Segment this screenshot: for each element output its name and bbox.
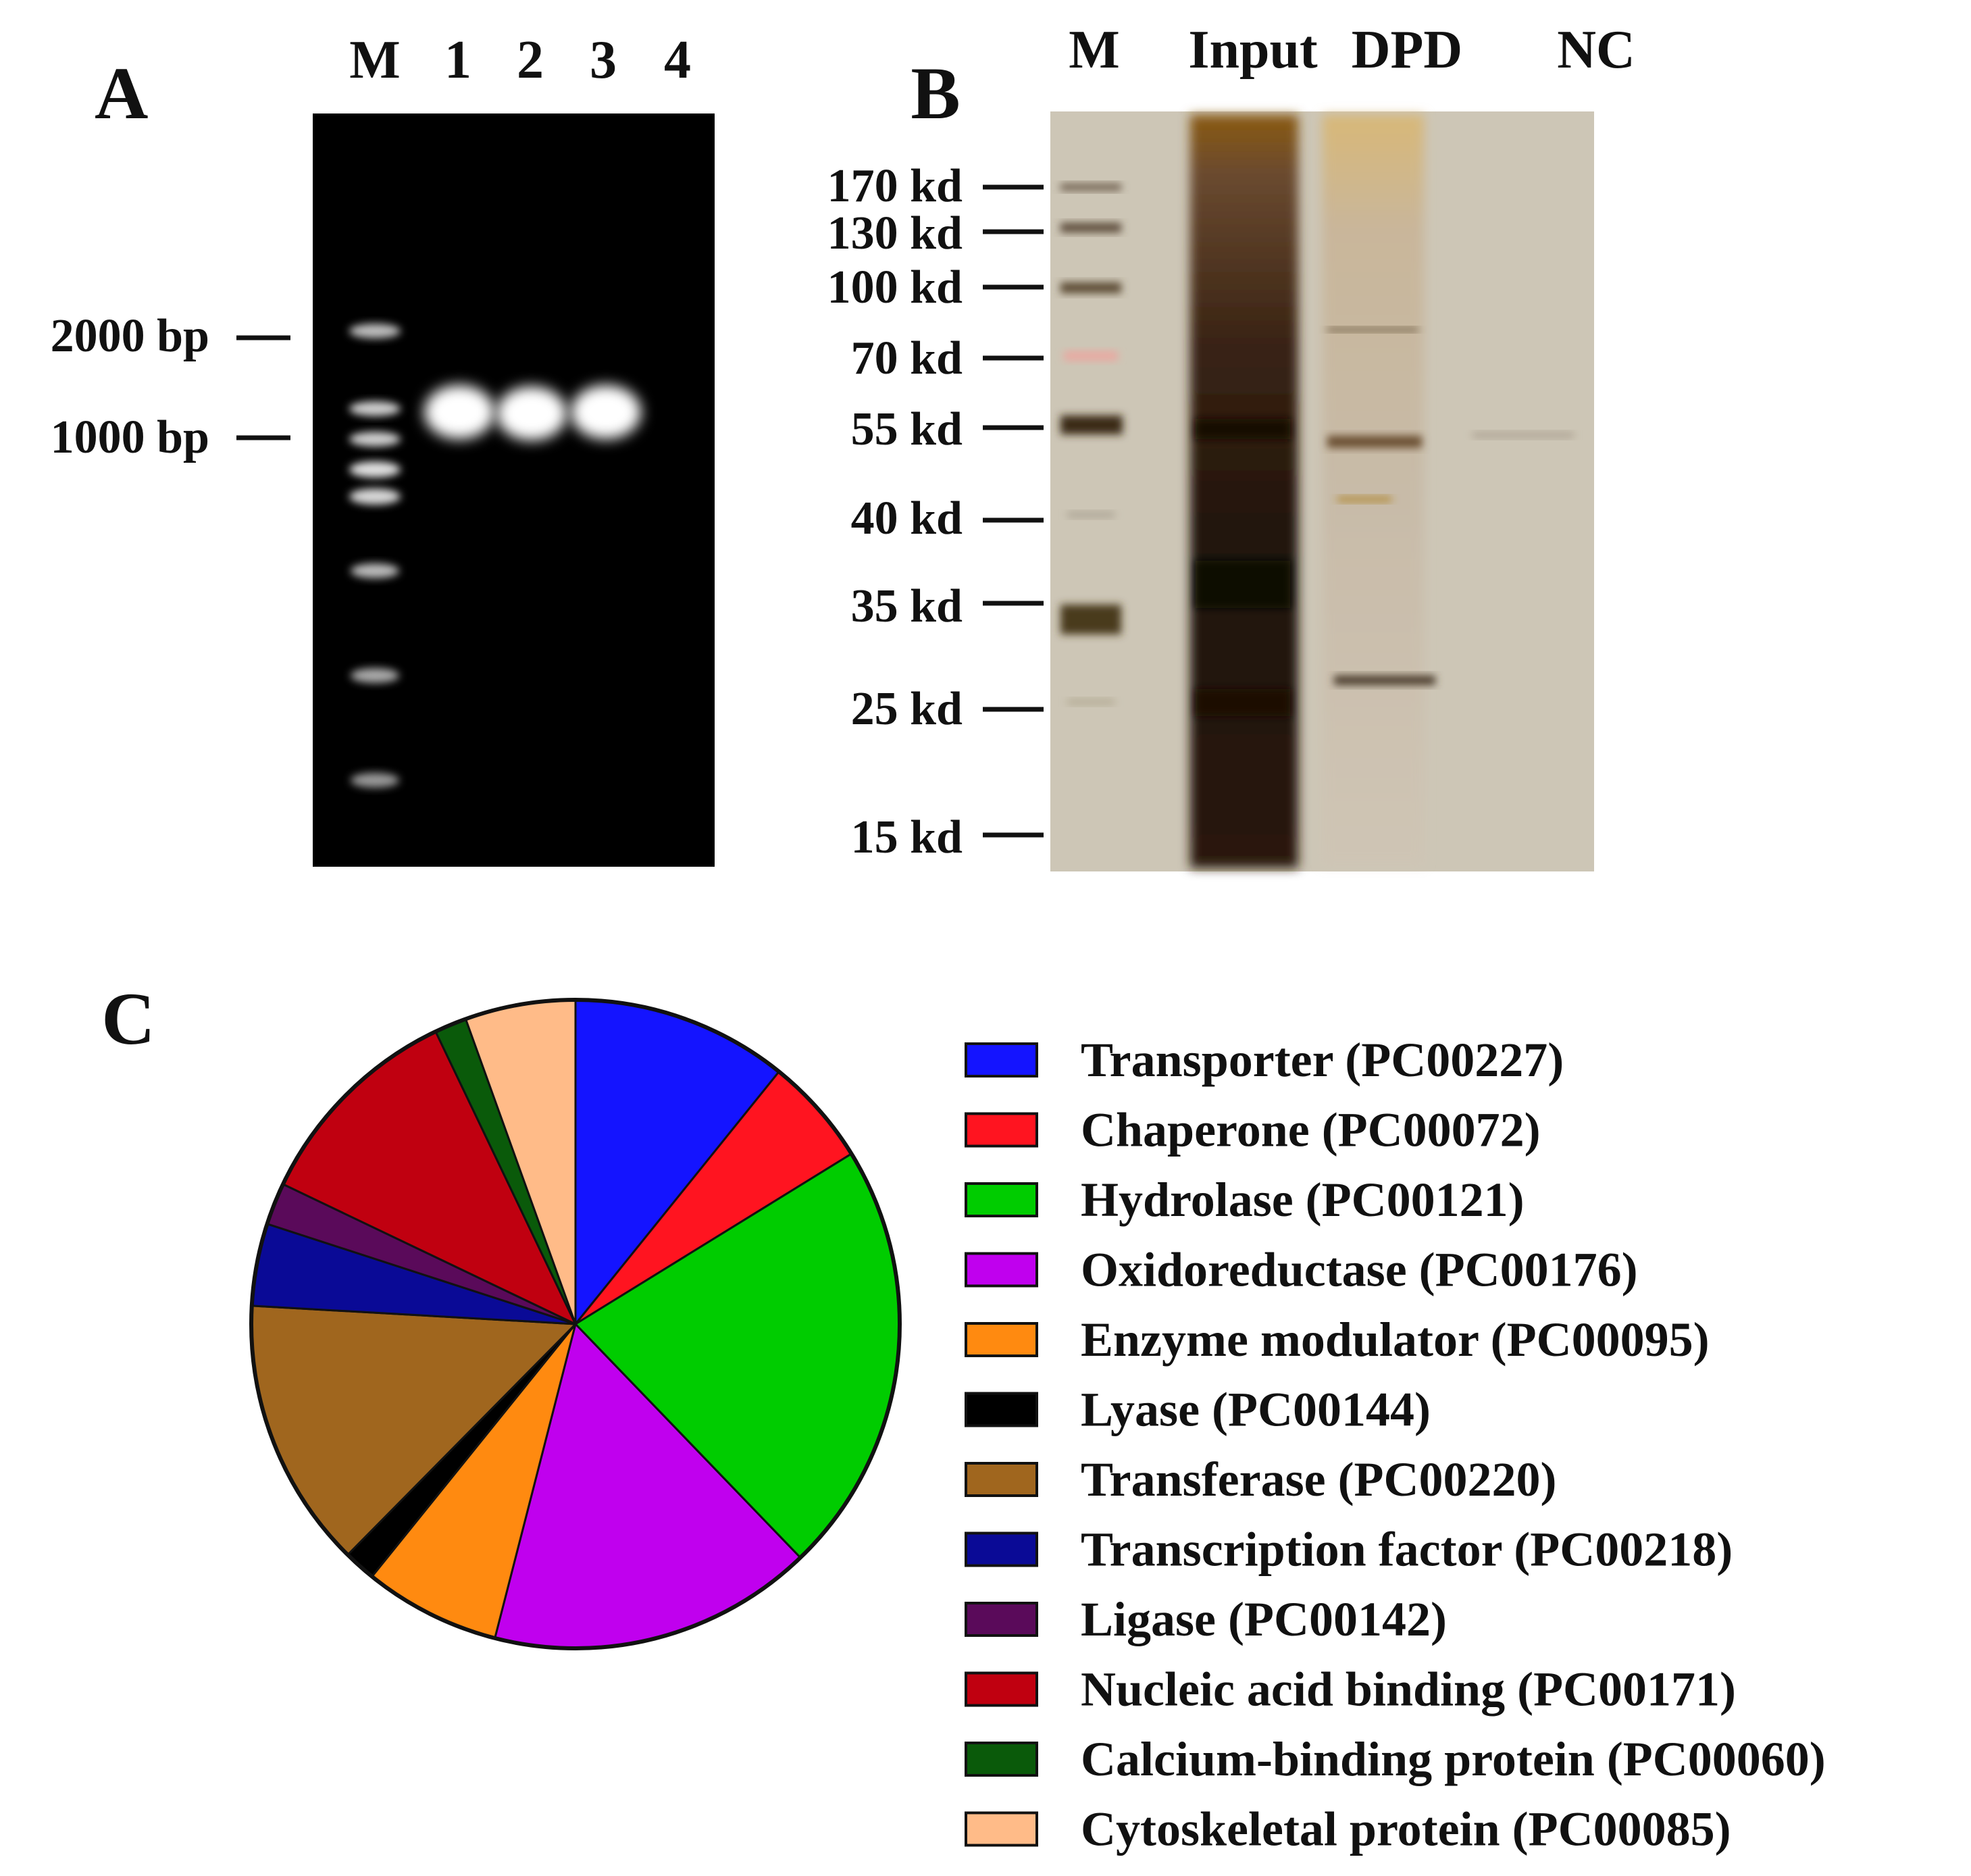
pcr-bands — [424, 385, 641, 440]
size-marker-2000: 2000 bp — [51, 310, 209, 362]
dpd-lane — [1323, 115, 1435, 865]
lane-label-4: 4 — [664, 30, 691, 90]
ladder-band — [349, 401, 401, 416]
panel-b-letter: B — [911, 52, 960, 134]
legend-entry: Hydrolase (PC00121) — [965, 1173, 1525, 1227]
legend-label: Calcium-binding protein (PC00060) — [1081, 1732, 1826, 1786]
ladder-band — [351, 773, 399, 788]
nc-lane — [1473, 432, 1574, 438]
legend-swatch — [965, 1182, 1038, 1217]
panel-c: C Transporter (PC00227) Chaperone (PC0007… — [101, 978, 1825, 1856]
legend-swatch — [965, 1531, 1038, 1567]
ladder-band — [351, 668, 399, 683]
lane-label-1: 1 — [444, 30, 471, 90]
legend-entry: Chaperone (PC00072) — [965, 1103, 1541, 1157]
legend-label: Transporter (PC00227) — [1081, 1033, 1564, 1087]
legend-label: Transcription factor (PC00218) — [1081, 1523, 1733, 1577]
size-marker-100kd: 100 kd — [827, 261, 963, 313]
lane-label-dpd: DPD — [1352, 20, 1462, 80]
panel-a: A M 1 2 3 4 2000 bp 1000 bp — [51, 30, 715, 867]
legend-entry: Lyase (PC00144) — [965, 1383, 1431, 1437]
lane-label-nc: NC — [1557, 20, 1635, 80]
protein-ladder — [1060, 184, 1123, 705]
legend-label: Transferase (PC00220) — [1081, 1452, 1557, 1506]
ladder-band — [349, 488, 401, 505]
legend-swatch — [965, 1462, 1038, 1497]
size-marker-25kd: 25 kd — [851, 683, 963, 735]
legend-label: Lyase (PC00144) — [1081, 1383, 1431, 1437]
legend-label: Oxidoreductase (PC00176) — [1081, 1243, 1638, 1297]
dna-ladder — [349, 324, 401, 788]
panel-c-letter: C — [101, 978, 155, 1060]
legend-entry: Transcription factor (PC00218) — [965, 1523, 1733, 1577]
legend-label: Cytoskeletal protein (PC00085) — [1081, 1802, 1731, 1856]
lane-label-2: 2 — [517, 30, 544, 90]
legend-swatch — [965, 1742, 1038, 1777]
lane-labels-a: M 1 2 3 4 — [349, 30, 691, 90]
size-marker-170kd: 170 kd — [827, 160, 963, 212]
size-marker-55kd: 55 kd — [851, 403, 963, 455]
legend-swatch — [965, 1602, 1038, 1637]
legend-entry: Oxidoreductase (PC00176) — [965, 1243, 1638, 1297]
pie-outline — [249, 998, 902, 1650]
legend-label: Enzyme modulator (PC00095) — [1081, 1313, 1710, 1367]
size-marker-35kd: 35 kd — [851, 580, 963, 632]
legend-label: Hydrolase (PC00121) — [1081, 1173, 1525, 1227]
size-marker-15kd: 15 kd — [851, 811, 963, 863]
input-lane — [1190, 115, 1298, 868]
legend-swatch — [965, 1252, 1038, 1288]
legend-entry: Cytoskeletal protein (PC00085) — [965, 1802, 1731, 1856]
pcr-band-lane-1 — [424, 385, 494, 439]
legend-label: Ligase (PC00142) — [1081, 1592, 1447, 1646]
legend-entry: Transporter (PC00227) — [965, 1033, 1564, 1087]
pcr-band-lane-3 — [571, 385, 641, 439]
ladder-band — [349, 461, 401, 478]
panel-a-letter: A — [95, 52, 148, 134]
silver-stained-gel — [1050, 111, 1594, 871]
lane-label-m: M — [1069, 20, 1120, 80]
size-markers-b: 170 kd 130 kd 100 kd 70 kd 55 kd 40 kd 3… — [827, 160, 1044, 863]
ladder-band — [349, 324, 401, 338]
legend-label: Nucleic acid binding (PC00171) — [1081, 1663, 1736, 1717]
pie-legend: Transporter (PC00227) Chaperone (PC00072)… — [965, 1033, 1826, 1856]
size-marker-70kd: 70 kd — [851, 332, 963, 384]
lane-label-input: Input — [1188, 20, 1318, 80]
pcr-band-lane-2 — [496, 386, 567, 440]
legend-entry: Enzyme modulator (PC00095) — [965, 1313, 1710, 1367]
legend-swatch — [965, 1042, 1038, 1078]
ladder-band — [351, 563, 399, 578]
ladder-band — [349, 432, 401, 447]
legend-swatch — [965, 1112, 1038, 1148]
legend-swatch — [965, 1392, 1038, 1427]
legend-entry: Nucleic acid binding (PC00171) — [965, 1663, 1736, 1717]
legend-swatch — [965, 1671, 1038, 1707]
legend-entry: Ligase (PC00142) — [965, 1592, 1447, 1646]
legend-label: Chaperone (PC00072) — [1081, 1103, 1541, 1157]
lane-label-3: 3 — [590, 30, 617, 90]
panel-b: B M Input DPD NC — [827, 20, 1635, 871]
size-marker-1000: 1000 bp — [51, 411, 209, 463]
legend-entry: Transferase (PC00220) — [965, 1452, 1557, 1506]
lane-labels-b: M Input DPD NC — [1069, 20, 1635, 80]
legend-swatch — [965, 1811, 1038, 1847]
size-markers-a: 2000 bp 1000 bp — [51, 310, 290, 463]
size-marker-40kd: 40 kd — [851, 492, 963, 544]
legend-entry: Calcium-binding protein (PC00060) — [965, 1732, 1826, 1786]
lane-label-m: M — [349, 30, 401, 90]
pie-chart — [249, 998, 902, 1650]
legend-swatch — [965, 1322, 1038, 1357]
size-marker-130kd: 130 kd — [827, 207, 963, 259]
